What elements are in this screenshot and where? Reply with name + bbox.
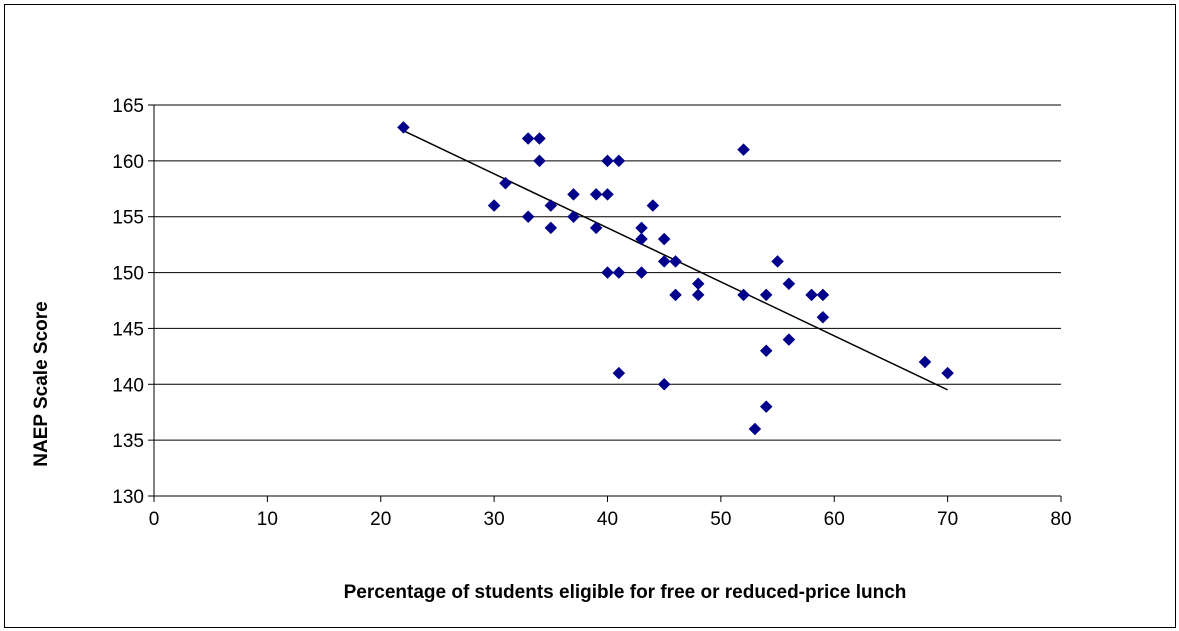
data-point (657, 255, 671, 268)
y-tick-label: 150 (112, 264, 144, 285)
data-point (612, 266, 626, 279)
data-point (567, 188, 580, 201)
x-tick-label: 80 (1050, 509, 1071, 530)
axes (148, 104, 1062, 502)
chart-frame (4, 4, 1176, 628)
data-point (646, 199, 660, 212)
data-point (657, 377, 671, 391)
x-axis-title: Percentage of students eligible for free… (344, 582, 907, 603)
data-point (601, 154, 614, 168)
data-point (635, 266, 648, 279)
data-point (635, 221, 648, 235)
data-point (601, 266, 614, 279)
data-point (499, 176, 512, 190)
data-point (612, 154, 626, 168)
y-tick-label: 135 (112, 431, 144, 452)
data-point (816, 288, 830, 302)
data-point (918, 355, 932, 369)
data-point (782, 333, 796, 346)
data-point (759, 288, 773, 302)
data-points (397, 120, 954, 436)
x-tick-label: 0 (149, 509, 160, 530)
x-tick-label: 70 (937, 509, 958, 530)
data-point (816, 310, 830, 324)
data-point (691, 277, 705, 291)
data-point (567, 210, 580, 224)
data-point (589, 188, 603, 201)
data-point (759, 400, 773, 413)
x-tick-label: 30 (484, 509, 505, 530)
data-point (521, 210, 535, 224)
x-tick-label: 10 (257, 509, 278, 530)
data-point (669, 288, 682, 302)
data-point (657, 232, 671, 246)
y-tick-label: 145 (112, 319, 144, 340)
x-tick-label: 50 (710, 509, 731, 530)
data-point (589, 221, 603, 235)
data-point (533, 132, 546, 145)
data-point (544, 221, 558, 235)
data-point (782, 277, 796, 291)
data-point (544, 199, 558, 212)
data-point (737, 143, 750, 157)
data-point (601, 188, 614, 201)
data-point (612, 366, 626, 380)
y-tick-label: 160 (112, 152, 144, 173)
data-point (748, 422, 762, 436)
data-point (397, 120, 410, 134)
data-point (635, 232, 648, 246)
data-point (805, 288, 818, 302)
x-tick-label: 40 (597, 509, 618, 530)
y-tick-label: 155 (112, 208, 144, 229)
data-point (487, 199, 501, 212)
data-point (533, 154, 546, 168)
x-tick-label: 20 (370, 509, 391, 530)
y-tick-label: 165 (112, 96, 144, 117)
y-tick-label: 140 (112, 375, 144, 396)
data-point (737, 288, 750, 302)
x-tick-label: 60 (824, 509, 845, 530)
y-axis-title: NAEP Scale Score (31, 301, 52, 466)
tick-labels: 130 135 140 145 150 155 160 165 0 10 20 30 40 50 60 70 8… (112, 96, 1071, 530)
data-point (521, 132, 535, 145)
data-point (771, 255, 784, 268)
y-tick-label: 130 (112, 487, 144, 508)
data-point (669, 255, 682, 268)
data-point (691, 288, 705, 302)
data-point (941, 366, 954, 380)
data-point (759, 344, 773, 358)
